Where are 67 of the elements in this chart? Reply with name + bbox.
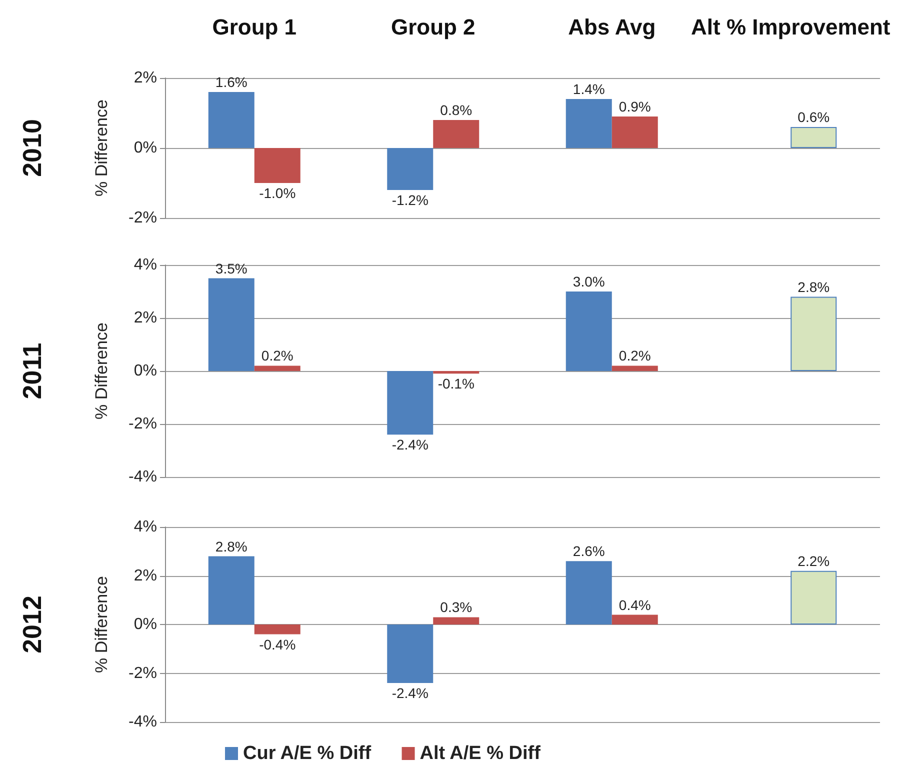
data-label: 3.5% bbox=[215, 260, 248, 276]
bar bbox=[208, 92, 254, 148]
y-axis-title: % Difference bbox=[92, 99, 111, 197]
bar bbox=[790, 127, 837, 148]
data-label: 0.8% bbox=[440, 102, 472, 118]
y-tick-label: -2% bbox=[128, 416, 157, 432]
data-label: 2.6% bbox=[572, 543, 605, 560]
text: 2010 bbox=[17, 119, 47, 177]
y-tick-label: -4% bbox=[128, 714, 157, 730]
y-tick-label: -4% bbox=[128, 468, 157, 486]
bar bbox=[254, 366, 300, 371]
bar bbox=[612, 614, 658, 624]
data-label: -2.4% bbox=[392, 685, 428, 701]
bar bbox=[566, 561, 612, 624]
data-label: 0.2% bbox=[261, 348, 294, 364]
bar bbox=[208, 278, 254, 371]
legend-label: Alt A/E % Diff bbox=[420, 743, 542, 764]
data-label: 2.8% bbox=[798, 278, 830, 295]
x-tick-label: Group 2 bbox=[390, 14, 476, 40]
bar bbox=[433, 120, 480, 148]
data-label: -1.0% bbox=[259, 185, 296, 201]
bar bbox=[566, 99, 612, 148]
y-tick-label: 0% bbox=[134, 362, 157, 380]
bar bbox=[790, 296, 837, 371]
data-label: -2.4% bbox=[392, 436, 428, 453]
bar bbox=[433, 371, 480, 374]
text: 2011 bbox=[17, 342, 47, 400]
data-label: 1.4% bbox=[572, 81, 605, 97]
y-tick-label: -2% bbox=[128, 664, 157, 682]
data-label: 3.0% bbox=[572, 274, 605, 290]
bar bbox=[387, 624, 434, 683]
bar bbox=[387, 371, 434, 435]
data-label: -0.1% bbox=[438, 376, 474, 392]
bar bbox=[254, 148, 300, 183]
bar bbox=[208, 556, 254, 624]
bar bbox=[790, 570, 837, 624]
data-label: -1.2% bbox=[392, 192, 428, 208]
y-tick-label: -2% bbox=[128, 210, 157, 226]
legend-label: Cur A/E % Diff bbox=[243, 743, 372, 764]
data-label: 0.2% bbox=[618, 348, 651, 364]
bar bbox=[387, 148, 434, 190]
data-label: 0.9% bbox=[618, 98, 651, 114]
y-tick-label: 2% bbox=[134, 310, 157, 326]
y-tick-label: 4% bbox=[134, 518, 157, 536]
data-label: 1.6% bbox=[215, 74, 248, 90]
bar bbox=[566, 292, 612, 371]
data-label: 0.3% bbox=[440, 599, 472, 616]
data-label: 2.2% bbox=[798, 552, 830, 569]
bar bbox=[433, 617, 480, 624]
bar bbox=[254, 624, 300, 634]
x-tick-label: Alt % Improvement bbox=[690, 14, 891, 40]
y-tick-label: 2% bbox=[134, 70, 157, 86]
bar bbox=[612, 366, 658, 371]
y-tick-label: 4% bbox=[134, 256, 157, 274]
y-tick-label: 0% bbox=[134, 140, 157, 156]
data-label: 0.4% bbox=[618, 596, 651, 613]
y-tick-label: 0% bbox=[134, 616, 157, 633]
x-tick-label: Abs Avg bbox=[568, 14, 656, 40]
y-axis-title: % Difference bbox=[92, 322, 111, 420]
x-tick-label: Group 1 bbox=[212, 14, 297, 40]
data-label: 2.8% bbox=[215, 538, 248, 554]
text: 2012 bbox=[17, 596, 47, 654]
y-axis-title: % Difference bbox=[92, 576, 111, 674]
data-label: 0.6% bbox=[798, 109, 830, 125]
y-tick-label: 2% bbox=[134, 567, 157, 584]
data-label: -0.4% bbox=[259, 636, 296, 652]
bar bbox=[612, 116, 658, 148]
